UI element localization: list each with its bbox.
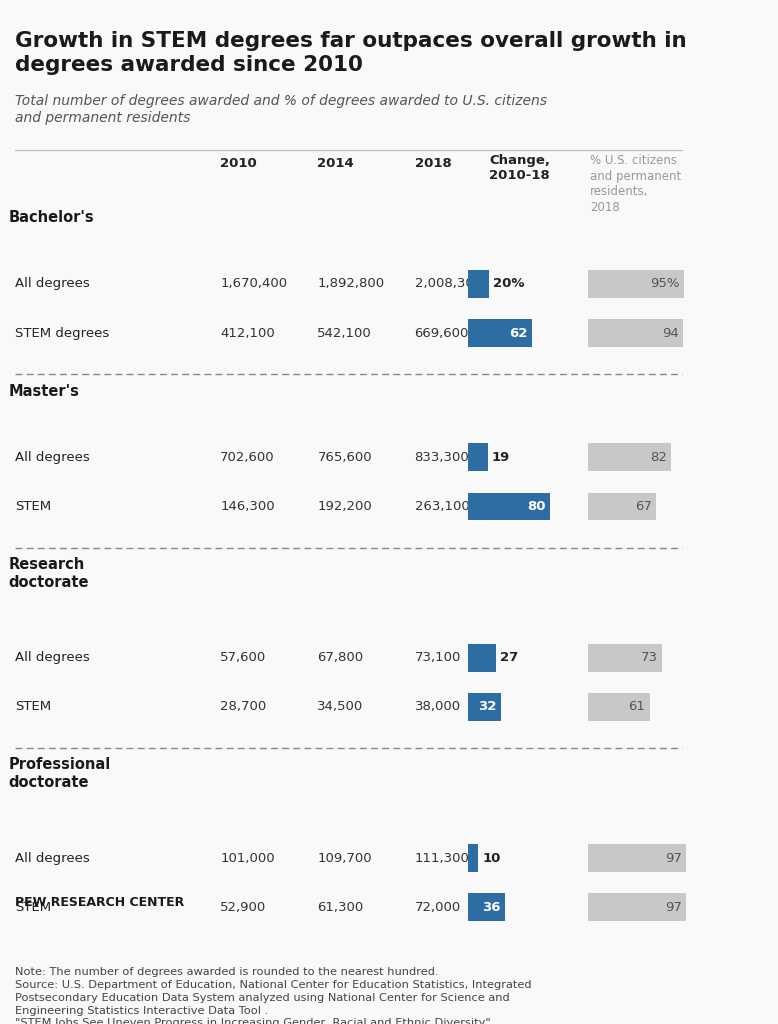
Text: 32: 32 <box>478 700 497 714</box>
Text: 38,000: 38,000 <box>415 700 461 714</box>
Bar <box>468 443 488 471</box>
Text: 61,300: 61,300 <box>317 901 363 913</box>
Text: 36: 36 <box>482 901 501 913</box>
Text: 765,600: 765,600 <box>317 451 372 464</box>
Text: 57,600: 57,600 <box>220 651 266 665</box>
Bar <box>468 493 550 520</box>
Text: Research
doctorate: Research doctorate <box>9 557 89 590</box>
Text: 61: 61 <box>629 700 646 714</box>
Text: 1,892,800: 1,892,800 <box>317 278 384 291</box>
Bar <box>468 270 489 298</box>
Text: 542,100: 542,100 <box>317 327 372 340</box>
Text: 109,700: 109,700 <box>317 852 372 864</box>
Bar <box>588 493 656 520</box>
Text: STEM: STEM <box>16 500 51 513</box>
Text: 10: 10 <box>482 852 501 864</box>
Text: 97: 97 <box>665 852 682 864</box>
Text: STEM: STEM <box>16 901 51 913</box>
Text: STEM: STEM <box>16 700 51 714</box>
Text: All degrees: All degrees <box>16 852 90 864</box>
Text: Bachelor's: Bachelor's <box>9 210 94 225</box>
Text: 27: 27 <box>500 651 518 665</box>
Text: 702,600: 702,600 <box>220 451 275 464</box>
Text: Growth in STEM degrees far outpaces overall growth in
degrees awarded since 2010: Growth in STEM degrees far outpaces over… <box>16 31 687 75</box>
Bar <box>588 844 686 872</box>
Text: 2010: 2010 <box>220 158 257 170</box>
Text: STEM degrees: STEM degrees <box>16 327 110 340</box>
Text: 2014: 2014 <box>317 158 354 170</box>
Bar <box>468 644 496 672</box>
Bar <box>588 644 662 672</box>
Bar <box>588 893 686 922</box>
Text: Total number of degrees awarded and % of degrees awarded to U.S. citizens
and pe: Total number of degrees awarded and % of… <box>16 94 547 126</box>
Text: 82: 82 <box>650 451 667 464</box>
Text: All degrees: All degrees <box>16 651 90 665</box>
Text: 263,100: 263,100 <box>415 500 469 513</box>
Text: 669,600: 669,600 <box>415 327 469 340</box>
Text: 2018: 2018 <box>415 158 451 170</box>
Text: % U.S. citizens
and permanent
residents,
2018: % U.S. citizens and permanent residents,… <box>591 155 682 214</box>
Bar <box>588 319 683 347</box>
Text: 95%: 95% <box>650 278 680 291</box>
Bar <box>468 693 501 721</box>
Text: All degrees: All degrees <box>16 278 90 291</box>
Text: 28,700: 28,700 <box>220 700 266 714</box>
Text: 192,200: 192,200 <box>317 500 372 513</box>
Text: 34,500: 34,500 <box>317 700 363 714</box>
Text: Professional
doctorate: Professional doctorate <box>9 758 110 791</box>
Text: 67: 67 <box>635 500 651 513</box>
Text: Note: The number of degrees awarded is rounded to the nearest hundred.
Source: U: Note: The number of degrees awarded is r… <box>16 967 532 1024</box>
Bar <box>588 693 650 721</box>
Text: 833,300: 833,300 <box>415 451 469 464</box>
Text: PEW RESEARCH CENTER: PEW RESEARCH CENTER <box>16 896 184 908</box>
Text: 80: 80 <box>527 500 546 513</box>
Text: 19: 19 <box>492 451 510 464</box>
Text: Master's: Master's <box>9 384 79 398</box>
Bar <box>468 319 532 347</box>
Text: 111,300: 111,300 <box>415 852 469 864</box>
Text: 146,300: 146,300 <box>220 500 275 513</box>
Text: Change,
2010-18: Change, 2010-18 <box>489 155 550 182</box>
Text: 101,000: 101,000 <box>220 852 275 864</box>
Text: 97: 97 <box>665 901 682 913</box>
Text: 94: 94 <box>662 327 678 340</box>
Text: 62: 62 <box>510 327 527 340</box>
Bar <box>468 844 478 872</box>
Bar <box>588 270 684 298</box>
Text: 73: 73 <box>640 651 657 665</box>
Text: 73,100: 73,100 <box>415 651 461 665</box>
Text: 1,670,400: 1,670,400 <box>220 278 287 291</box>
Text: 20%: 20% <box>492 278 524 291</box>
Text: 67,800: 67,800 <box>317 651 363 665</box>
Text: 52,900: 52,900 <box>220 901 266 913</box>
Text: All degrees: All degrees <box>16 451 90 464</box>
Text: 412,100: 412,100 <box>220 327 275 340</box>
Text: 2,008,300: 2,008,300 <box>415 278 482 291</box>
Text: 72,000: 72,000 <box>415 901 461 913</box>
Bar <box>468 893 505 922</box>
Bar <box>588 443 671 471</box>
